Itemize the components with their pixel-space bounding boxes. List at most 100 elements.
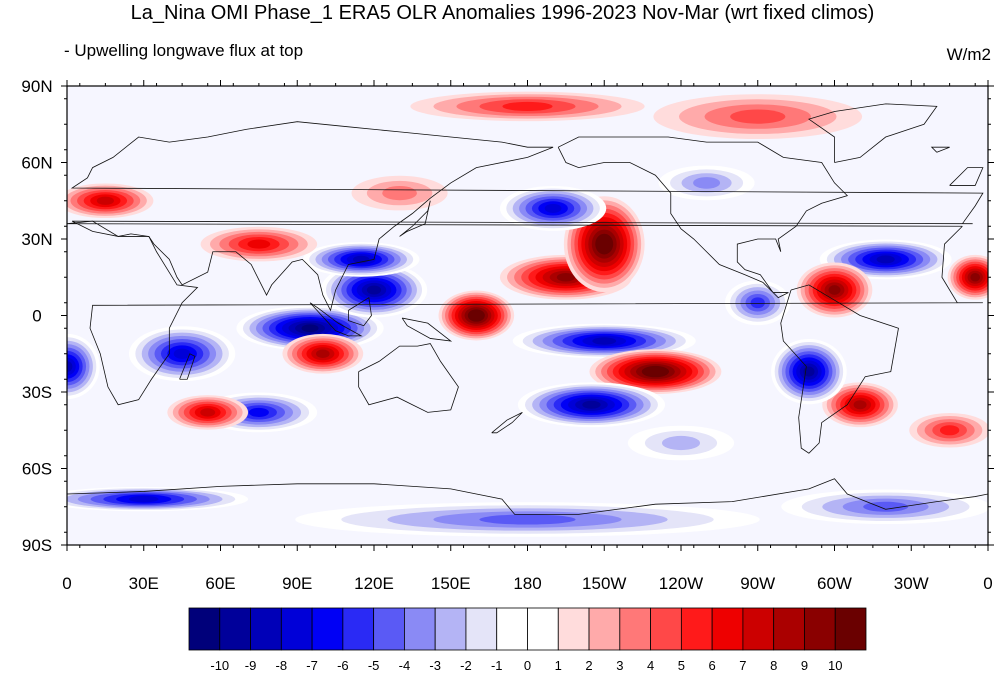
anomaly-contour (247, 239, 271, 249)
anomaly-contour (200, 408, 216, 417)
lon-tick-label: 30W (894, 574, 929, 593)
colorbar-swatch (188, 607, 221, 651)
coastline (179, 353, 196, 380)
colorbar-label: -5 (368, 658, 380, 673)
coastline (67, 478, 988, 515)
colorbar-swatch (496, 607, 528, 651)
colorbar-swatch (280, 607, 313, 651)
coastline (780, 284, 899, 454)
anomaly-contour (693, 177, 721, 189)
anomaly-contour (750, 297, 765, 309)
anomaly-field (67, 86, 988, 545)
colorbar-label: 3 (616, 658, 623, 673)
coastline (67, 220, 983, 406)
colorbar-label: -10 (210, 658, 229, 673)
field-background (67, 86, 988, 545)
coastline (930, 146, 950, 153)
lat-tick-label: 90N (21, 77, 52, 96)
colorbar-label: 8 (770, 658, 777, 673)
anomaly-contour (502, 101, 553, 111)
anomaly-contour (828, 285, 841, 295)
coastline (557, 136, 849, 299)
coastline (808, 103, 938, 163)
colorbar-label: -8 (276, 658, 288, 673)
lat-tick-label: 30S (22, 383, 52, 402)
anomaly-contour (316, 349, 330, 358)
coastline (949, 167, 984, 186)
anomaly-contour (479, 514, 576, 525)
anomaly-contour (970, 272, 981, 282)
colorbar-swatch (804, 607, 836, 651)
colorbar-swatch (404, 607, 436, 651)
chart-subtitle: - Upwelling longwave flux at top (64, 41, 304, 60)
chart-title: La_Nina OMI Phase_1 ERA5 OLR Anomalies 1… (130, 2, 875, 24)
colorbar-swatch (373, 607, 405, 651)
colorbar-label: 9 (801, 658, 808, 673)
anomaly-contour (173, 348, 191, 359)
colorbar-label: -4 (399, 658, 411, 673)
anomaly-contour (592, 337, 617, 345)
colorbar-label: -3 (429, 658, 441, 673)
anomaly-contour (582, 400, 601, 409)
colorbar-swatch (711, 607, 744, 651)
lon-tick-label: 30E (129, 574, 159, 593)
colorbar-label: -6 (337, 658, 349, 673)
colorbar-label: 7 (739, 658, 746, 673)
colorbar-label: 6 (709, 658, 716, 673)
coastlines (67, 103, 988, 515)
axis-ticks: 90N 60N 30N 0 30S 60S 90S 0 30E 60E 90E 120E 150E 180… (21, 77, 994, 593)
anomaly-contour (382, 186, 417, 201)
anomaly-contour (647, 367, 664, 376)
anomaly-contour (67, 361, 73, 372)
anomaly-contour (598, 237, 610, 251)
colorbar-swatch (773, 607, 805, 651)
coastline (399, 200, 431, 237)
colorbar-swatch (619, 607, 651, 651)
lon-tick-label: 150W (582, 574, 626, 593)
anomaly-contour (661, 435, 701, 451)
lon-tick-label: 60E (205, 574, 235, 593)
coastline (309, 302, 363, 337)
colorbar-label: 2 (585, 658, 592, 673)
anomaly-contour (366, 285, 382, 295)
anomaly-contour (863, 501, 909, 512)
colorbar-swatch (465, 607, 498, 651)
lon-tick-label: 60W (817, 574, 852, 593)
anomaly-contour (96, 196, 114, 205)
coastline (70, 121, 984, 312)
colorbar-swatch (742, 607, 775, 651)
anomaly-contour (730, 109, 786, 124)
units-label: W/m2 (946, 45, 991, 64)
anomaly-contour (248, 407, 269, 417)
colorbar-swatch (342, 607, 375, 651)
colorbar-swatch (588, 607, 621, 651)
anomaly-contour (939, 425, 960, 436)
coastline (401, 317, 453, 342)
lat-tick-label: 60S (22, 460, 52, 479)
lon-tick-label: 120W (659, 574, 703, 593)
anomaly-contour (471, 311, 482, 320)
colorbar-label: -7 (306, 658, 318, 673)
anomaly-contour (301, 324, 319, 333)
colorbar-swatch (834, 607, 867, 651)
lat-tick-label: 0 (32, 307, 41, 326)
colorbar-swatch (557, 607, 590, 651)
anomaly-contour (544, 203, 562, 213)
colorbar-swatch (250, 607, 282, 651)
anomaly-contour (556, 272, 575, 282)
colorbar-label: -2 (460, 658, 472, 673)
colorbar: -10 -9 -8 -7 -6 -5 -4 -3 -2 -1 0 1 2 3 4 5 6 7 8 9 10 (188, 607, 867, 673)
colorbar-label: -9 (245, 658, 257, 673)
lat-tick-label: 90S (22, 536, 52, 555)
lon-tick-label: 120E (354, 574, 394, 593)
coastline (358, 343, 459, 413)
colorbar-swatch (527, 607, 559, 651)
lon-tick-label: 180 (513, 574, 541, 593)
coastline (348, 296, 372, 327)
lon-tick-label: 90E (282, 574, 312, 593)
lon-tick-label: 90W (740, 574, 775, 593)
lon-tick-label: 0 (983, 574, 992, 593)
colorbar-swatch (434, 607, 467, 651)
anomaly-contour (853, 400, 867, 410)
